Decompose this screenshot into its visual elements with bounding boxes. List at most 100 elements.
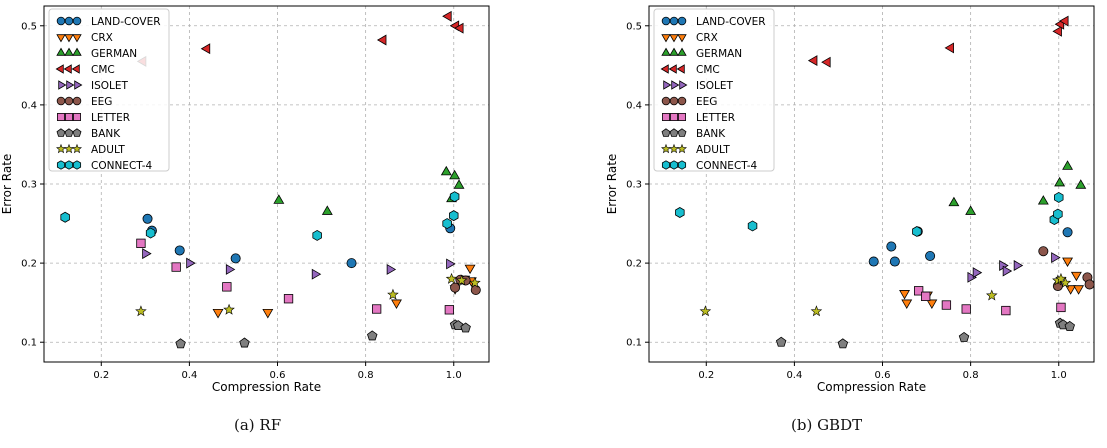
data-point bbox=[1059, 276, 1072, 288]
legend-marker bbox=[660, 64, 669, 74]
data-point bbox=[135, 305, 147, 317]
legend-marker bbox=[661, 34, 671, 43]
data-point bbox=[837, 338, 849, 349]
series-connect-4 bbox=[60, 191, 460, 241]
legend-entry: CMC bbox=[55, 64, 115, 76]
legend-label: EEG bbox=[696, 96, 717, 108]
data-point bbox=[145, 227, 156, 239]
legend-marker bbox=[677, 96, 687, 106]
legend-entry: CONNECT-4 bbox=[661, 160, 758, 172]
data-point bbox=[371, 304, 382, 314]
legend-marker bbox=[677, 34, 687, 43]
legend-entry: CONNECT-4 bbox=[56, 160, 153, 172]
legend-marker bbox=[661, 160, 671, 170]
data-point bbox=[868, 256, 879, 267]
legend-marker bbox=[669, 160, 679, 170]
legend-label: LAND-COVER bbox=[91, 16, 161, 28]
data-point bbox=[961, 304, 971, 314]
y-axis-label: Error Rate bbox=[605, 154, 619, 215]
legend-marker bbox=[679, 80, 688, 90]
series-isolet bbox=[967, 252, 1061, 283]
data-point bbox=[1059, 15, 1069, 27]
legend: LAND-COVER CRX GERMAN CMC ISOLET EEG LETTER BAN… bbox=[48, 8, 170, 172]
legend-entry: ISOLET bbox=[58, 80, 129, 92]
data-point bbox=[1054, 176, 1066, 187]
legend-label: CRX bbox=[696, 32, 718, 44]
series-letter bbox=[913, 286, 1066, 316]
data-point bbox=[312, 229, 322, 241]
data-point bbox=[200, 43, 211, 55]
x-tick-label: 0.2 bbox=[93, 370, 109, 381]
data-point bbox=[912, 226, 922, 237]
legend-marker bbox=[64, 143, 74, 154]
series-german bbox=[948, 160, 1087, 215]
series-isolet bbox=[142, 248, 456, 280]
data-point bbox=[223, 303, 235, 315]
legend-marker bbox=[72, 47, 82, 56]
legend-marker bbox=[677, 128, 687, 137]
legend-label: LAND-COVER bbox=[696, 16, 766, 28]
legend-marker bbox=[64, 34, 74, 43]
data-point bbox=[1062, 257, 1074, 268]
x-tick-label: 0.4 bbox=[786, 370, 802, 381]
legend-marker bbox=[676, 64, 685, 74]
chart-rf: 0.2 0.4 0.6 0.8 1.0 0.1 0.2 0.3 0.4 0.5 Compressio… bbox=[0, 5, 490, 394]
legend-marker bbox=[661, 96, 671, 106]
series-bank bbox=[775, 317, 1075, 349]
data-point bbox=[1065, 285, 1077, 295]
legend-label: LETTER bbox=[91, 112, 130, 124]
data-point bbox=[446, 258, 456, 270]
legend-marker bbox=[63, 64, 72, 74]
legend: LAND-COVER CRX GERMAN CMC ISOLET EEG LETTER BAN… bbox=[653, 8, 775, 172]
x-tick-label: 0.2 bbox=[698, 370, 714, 381]
legend-entry: BANK bbox=[661, 128, 726, 140]
caption-rf: (a) RF bbox=[234, 416, 282, 434]
legend-entry: GERMAN bbox=[56, 47, 137, 60]
legend-marker bbox=[72, 143, 82, 154]
data-point bbox=[442, 10, 452, 22]
data-point bbox=[136, 238, 146, 248]
legend-entry: ADULT bbox=[661, 143, 730, 156]
data-point bbox=[1037, 195, 1049, 205]
data-point bbox=[941, 300, 952, 310]
legend-marker bbox=[73, 113, 81, 121]
legend-marker bbox=[669, 128, 679, 137]
legend-label: GERMAN bbox=[696, 48, 742, 60]
legend-label: ISOLET bbox=[696, 80, 734, 92]
legend-entry: LAND-COVER bbox=[661, 16, 766, 28]
legend-marker bbox=[56, 16, 66, 26]
series-cmc bbox=[807, 15, 1069, 68]
data-point bbox=[225, 263, 236, 275]
legend-marker bbox=[678, 113, 686, 121]
legend-marker bbox=[661, 47, 671, 56]
legend-marker bbox=[72, 16, 82, 26]
legend-marker bbox=[72, 160, 82, 170]
x-tick-label: 0.4 bbox=[181, 370, 197, 381]
legend-label: CMC bbox=[696, 64, 720, 76]
y-tick-label: 0.4 bbox=[21, 100, 37, 111]
data-point bbox=[921, 291, 931, 301]
data-point bbox=[460, 322, 471, 333]
data-point bbox=[1053, 208, 1063, 220]
y-tick-label: 0.1 bbox=[21, 338, 37, 349]
series-eeg bbox=[450, 274, 481, 296]
data-point bbox=[222, 282, 232, 292]
legend-marker bbox=[56, 34, 66, 43]
legend-marker bbox=[58, 80, 67, 90]
data-point bbox=[821, 56, 831, 68]
legend-marker bbox=[56, 128, 66, 137]
x-axis-label: Compression Rate bbox=[212, 380, 321, 394]
legend-entry: ISOLET bbox=[663, 80, 734, 92]
data-point bbox=[699, 305, 712, 317]
legend-entry: CRX bbox=[56, 32, 113, 44]
data-point bbox=[1062, 160, 1074, 170]
data-point bbox=[449, 169, 461, 180]
data-point bbox=[1062, 227, 1073, 238]
x-tick-label: 0.6 bbox=[875, 370, 891, 381]
legend-marker bbox=[64, 160, 74, 170]
data-point bbox=[1051, 252, 1061, 264]
legend-label: CONNECT-4 bbox=[91, 160, 153, 172]
series-cmc bbox=[136, 10, 464, 67]
data-point bbox=[1056, 302, 1066, 313]
